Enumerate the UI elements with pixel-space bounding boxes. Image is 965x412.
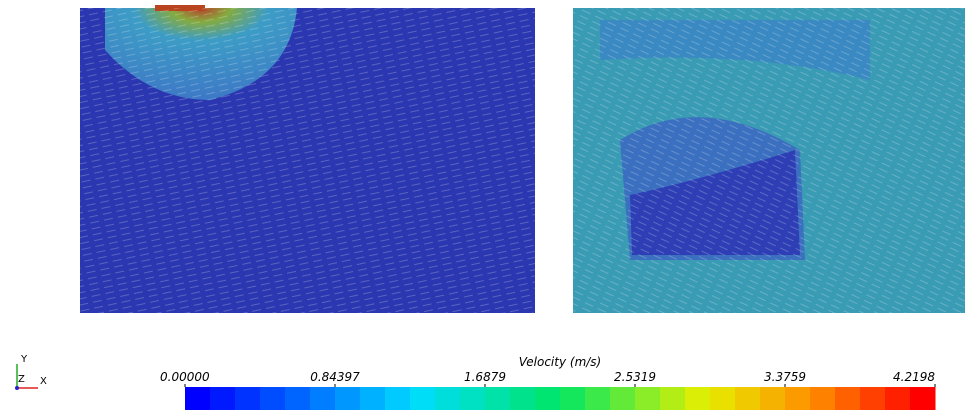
colorbar-swatch [335, 387, 361, 410]
colorbar-swatch [310, 387, 336, 410]
colorbar-swatch [735, 387, 761, 410]
colorbar-swatch [785, 387, 811, 410]
colorbar-swatch [660, 387, 686, 410]
colorbar-swatch [410, 387, 436, 410]
colorbar-title: Velocity (m/s) [519, 355, 601, 369]
colorbar-swatch [635, 387, 661, 410]
colorbar-swatch [185, 387, 211, 410]
colorbar-swatch [485, 387, 511, 410]
axis-triad: Y Z X [15, 354, 47, 390]
colorbar-swatch [710, 387, 736, 410]
right-field [573, 8, 965, 313]
axis-label: X [40, 376, 47, 387]
colorbar-swatch [510, 387, 536, 410]
colorbar-swatch [385, 387, 411, 410]
colorbar-swatch [810, 387, 836, 410]
colorbar-swatch [610, 387, 636, 410]
left-field [80, 5, 535, 313]
colorbar-tick-label: 3.3759 [764, 370, 806, 384]
colorbar-swatch [910, 387, 936, 410]
colorbar-swatch [360, 387, 386, 410]
axis-label: Z [18, 374, 25, 385]
colorbar: 0.00000 0.84397 1.6879 2.5319 3.3759 4.2198 [160, 370, 936, 410]
colorbar-swatch [460, 387, 486, 410]
colorbar-tick-label: 4.2198 [893, 370, 935, 384]
colorbar-tick-label: 1.6879 [464, 370, 506, 384]
colorbar-tick-label: 0.84397 [310, 370, 360, 384]
axis-label: Y [20, 354, 28, 365]
colorbar-swatch [535, 387, 561, 410]
colorbar-swatch [560, 387, 586, 410]
colorbar-swatch [860, 387, 886, 410]
colorbar-swatch [835, 387, 861, 410]
colorbar-swatch [260, 387, 286, 410]
colorbar-swatch [210, 387, 236, 410]
colorbar-swatch [285, 387, 311, 410]
colorbar-tick-label: 0.00000 [160, 370, 210, 384]
colorbar-swatch [585, 387, 611, 410]
colorbar-swatch [885, 387, 911, 410]
colorbar-tick-label: 2.5319 [614, 370, 656, 384]
colorbar-swatch [235, 387, 261, 410]
colorbar-swatch [760, 387, 786, 410]
colorbar-swatch [685, 387, 711, 410]
colorbar-swatch [435, 387, 461, 410]
